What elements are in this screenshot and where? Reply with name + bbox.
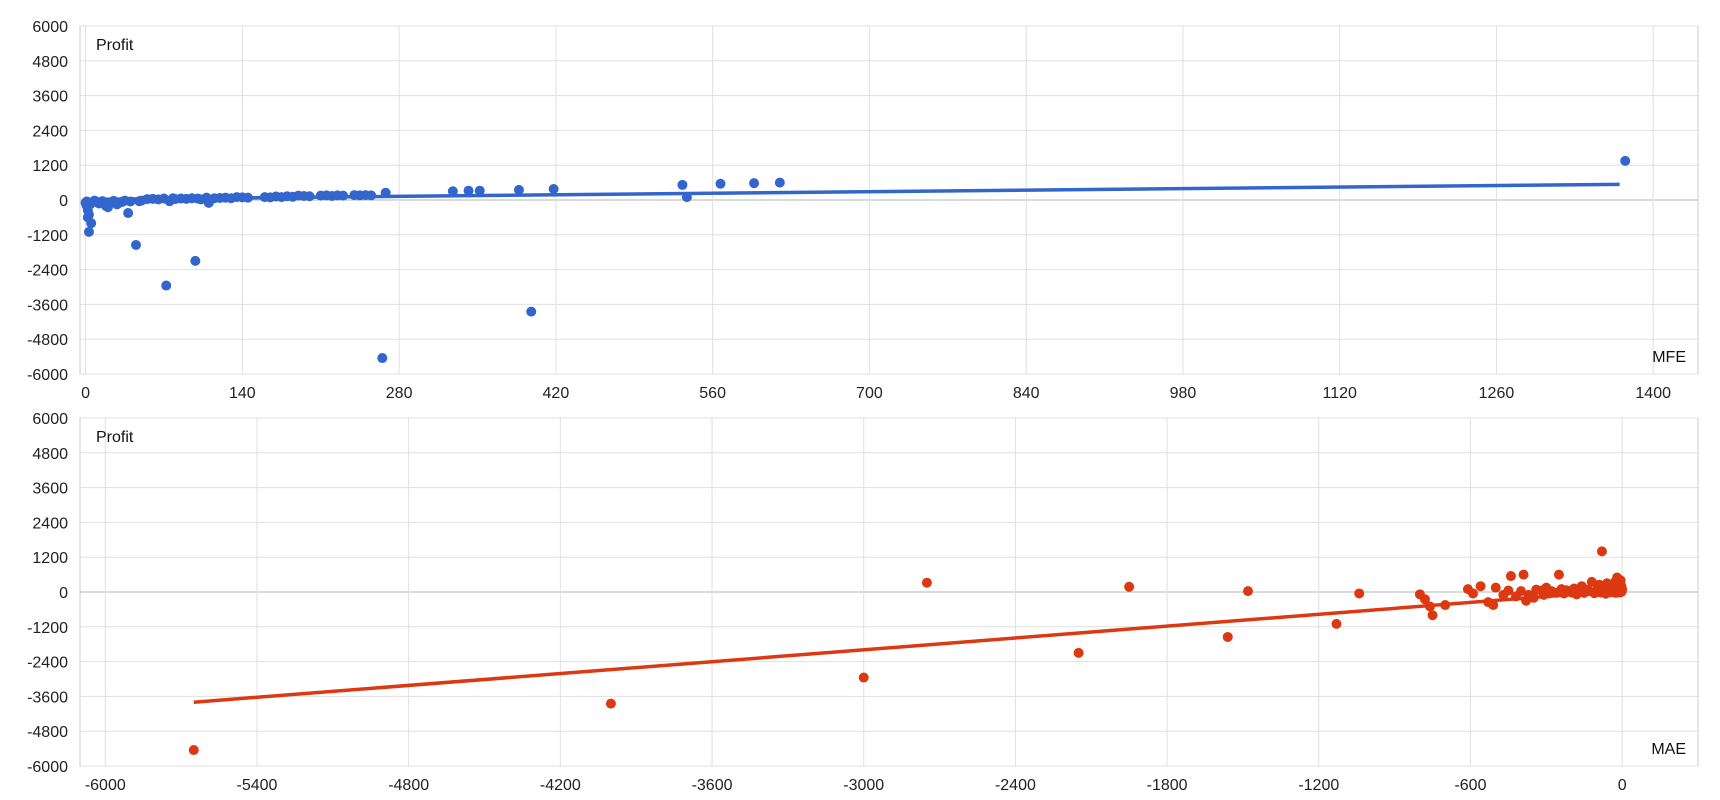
- mae-y-axis-label: Profit: [96, 429, 134, 446]
- mae-data-point: [1222, 631, 1233, 642]
- mae-x-tick-label: -1200: [1298, 777, 1339, 794]
- mae-data-point: [1242, 586, 1253, 597]
- mae-data-point: [1467, 588, 1478, 599]
- mfe-y-tick-label: -4800: [27, 332, 68, 349]
- mae-chart: -6000-4800-3600-2400-1200012002400360048…: [27, 411, 1699, 794]
- mfe-data-point: [447, 186, 458, 197]
- mfe-y-tick-label: -6000: [27, 367, 68, 384]
- mae-data-point: [188, 745, 199, 756]
- mfe-y-axis-label: Profit: [96, 37, 134, 54]
- mae-y-tick-label: 3600: [32, 481, 68, 498]
- mae-data-point: [1124, 581, 1135, 592]
- mae-y-tick-label: -4800: [27, 724, 68, 741]
- mfe-trendline: [85, 182, 1620, 202]
- mfe-x-tick-label: 140: [229, 385, 256, 402]
- mae-data-point: [1553, 569, 1564, 580]
- mfe-data-point: [190, 255, 201, 266]
- mfe-y-tick-label: 0: [59, 193, 68, 210]
- mae-data-point: [1503, 585, 1514, 596]
- mae-x-tick-label: -2400: [995, 777, 1036, 794]
- mfe-x-tick-label: 1260: [1479, 385, 1515, 402]
- mfe-x-tick-label: 0: [81, 385, 90, 402]
- mae-x-tick-label: -4200: [540, 777, 581, 794]
- mfe-y-tick-label: -3600: [27, 297, 68, 314]
- mfe-data-point: [513, 184, 524, 195]
- mae-data-point: [858, 672, 869, 683]
- mfe-y-tick-label: 6000: [32, 19, 68, 36]
- mae-y-tick-label: 6000: [32, 411, 68, 428]
- mfe-data-point: [774, 177, 785, 188]
- mfe-data-point: [474, 185, 485, 196]
- mfe-data-point: [123, 208, 134, 219]
- mfe-y-tick-label: 3600: [32, 89, 68, 106]
- mae-trendline: [193, 588, 1623, 704]
- mae-y-tick-label: 2400: [32, 515, 68, 532]
- mfe-y-tick-label: -2400: [27, 263, 68, 280]
- mfe-x-axis-label: MFE: [1652, 349, 1686, 366]
- mfe-x-tick-label: 1400: [1635, 385, 1671, 402]
- mae-data-point: [1516, 586, 1527, 597]
- mae-y-tick-label: 4800: [32, 446, 68, 463]
- mfe-x-tick-label: 840: [1013, 385, 1040, 402]
- mfe-x-tick-label: 700: [856, 385, 883, 402]
- mae-data-point: [1505, 571, 1516, 582]
- mfe-data-point: [86, 218, 97, 229]
- mae-data-point: [1073, 647, 1084, 658]
- mae-data-point: [1518, 569, 1529, 580]
- mae-data-point: [1586, 576, 1597, 587]
- mae-y-tick-label: -2400: [27, 655, 68, 672]
- mae-y-tick-label: 0: [59, 585, 68, 602]
- mae-x-tick-label: -4800: [388, 777, 429, 794]
- mfe-x-tick-label: 420: [543, 385, 570, 402]
- mfe-x-tick-label: 560: [699, 385, 726, 402]
- mfe-data-point: [715, 178, 726, 189]
- mae-y-tick-label: -3600: [27, 689, 68, 706]
- mae-y-tick-label: -1200: [27, 620, 68, 637]
- mfe-data-point: [463, 185, 474, 196]
- mfe-data-point: [377, 353, 388, 364]
- mae-x-axis-label: MAE: [1651, 741, 1686, 758]
- mae-data-point: [1354, 588, 1365, 599]
- mae-data-point: [1475, 581, 1486, 592]
- mae-y-tick-label: 1200: [32, 550, 68, 567]
- mae-x-tick-label: -1800: [1147, 777, 1188, 794]
- mfe-data-point: [677, 179, 688, 190]
- mfe-data-point: [749, 178, 760, 189]
- mae-data-point: [605, 698, 616, 709]
- mfe-data-point: [83, 226, 94, 237]
- mfe-data-point: [161, 280, 172, 291]
- mfe-y-tick-label: 2400: [32, 123, 68, 140]
- mfe-chart: -6000 -4800 -3600 -2400 -1200 0 1200 2400 3600 48…: [27, 19, 1699, 402]
- mae-data-point: [1490, 582, 1501, 593]
- mfe-data-point: [130, 239, 141, 250]
- mfe-data-point: [548, 183, 559, 194]
- mae-y-tick-label: -6000: [27, 759, 68, 776]
- mae-data-point: [1596, 546, 1607, 557]
- mfe-y-tick-label: 4800: [32, 54, 68, 71]
- mae-x-tick-label: -5400: [237, 777, 278, 794]
- mfe-x-tick-label: 980: [1170, 385, 1197, 402]
- mae-data-point: [1331, 618, 1342, 629]
- mae-x-tick-label: -3600: [692, 777, 733, 794]
- mfe-y-tick-label: -1200: [27, 228, 68, 245]
- mfe-x-tick-label: 280: [386, 385, 413, 402]
- mae-x-tick-label: 0: [1618, 777, 1627, 794]
- mfe-y-tick-label: 1200: [32, 158, 68, 175]
- mae-x-tick-label: -600: [1454, 777, 1486, 794]
- mae-data-point: [1419, 594, 1430, 605]
- mae-data-point: [921, 577, 932, 588]
- mae-x-tick-label: -3000: [843, 777, 884, 794]
- mfe-x-tick-label: 1120: [1322, 385, 1357, 402]
- mae-data-point: [1427, 610, 1438, 621]
- mfe-data-point: [1620, 155, 1631, 166]
- mae-x-tick-label: -6000: [85, 777, 126, 794]
- mfe-data-point: [526, 306, 537, 317]
